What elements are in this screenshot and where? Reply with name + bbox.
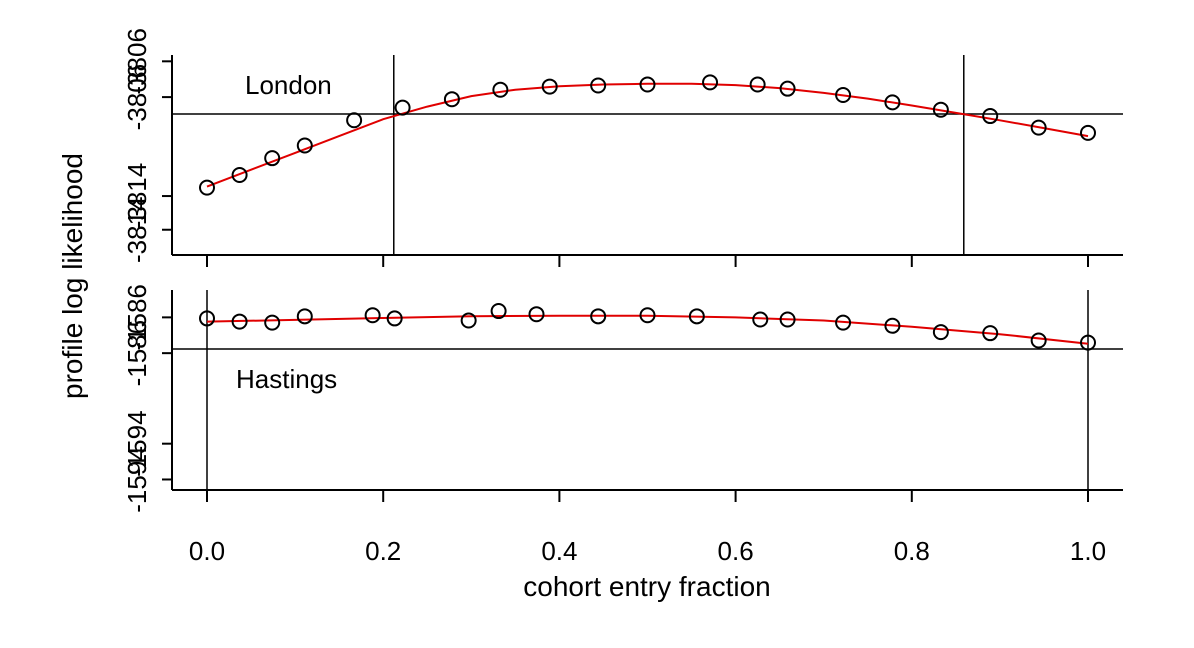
x-axis: 0.0 0.2 0.4 0.6 0.8 1.0: [189, 255, 1106, 566]
x-tick-label: 0.2: [365, 536, 401, 566]
panel-label: Hastings: [236, 364, 337, 394]
data-point: [541, 78, 558, 95]
data-point: [264, 150, 281, 167]
y-axis-title: profile log likelihood: [57, 153, 88, 399]
data-point: [199, 310, 215, 327]
data-point: [231, 313, 248, 330]
y-tick-label: -3806: [122, 64, 152, 130]
x-tick-label: 0.8: [894, 536, 930, 566]
x-tick-label: 1.0: [1070, 536, 1106, 566]
data-point: [779, 80, 796, 97]
y-tick-label: -3806: [122, 28, 152, 95]
x-axis-title: cohort entry fraction: [523, 571, 770, 602]
data-point: [460, 312, 477, 329]
data-point: [639, 76, 656, 93]
data-point: [932, 324, 949, 341]
data-point: [199, 179, 215, 196]
data-point: [490, 303, 507, 320]
data-point: [443, 91, 460, 108]
data-point: [364, 307, 381, 324]
data-point: [932, 101, 949, 118]
panel-label: London: [245, 70, 332, 100]
data-point: [1080, 124, 1096, 141]
data-point: [884, 94, 901, 111]
x-tick-label: 0.0: [189, 536, 225, 566]
fit-curve: [206, 314, 1089, 345]
data-point: [835, 314, 852, 331]
data-point: [982, 108, 999, 125]
data-point: [296, 137, 313, 154]
data-point: [749, 76, 766, 93]
x-tick-label: 0.4: [541, 536, 577, 566]
data-point: [1080, 334, 1096, 351]
data-point: [884, 317, 901, 334]
panel-hastings: -1586-1586 -1594-1594 Hastings: [122, 284, 1123, 513]
data-point: [752, 311, 769, 328]
data-point: [394, 99, 411, 116]
panel-london: -3806-3806 -3814-3814 London: [122, 28, 1123, 263]
data-point: [590, 308, 607, 325]
y-tick-label: -1586: [122, 320, 152, 387]
fit-curve: [206, 82, 1089, 188]
x-tick-label: 0.6: [718, 536, 754, 566]
data-point: [528, 306, 545, 323]
data-point: [1030, 332, 1047, 349]
data-point: [779, 311, 796, 328]
data-point: [386, 310, 403, 327]
data-point: [264, 314, 281, 331]
data-point: [296, 308, 313, 325]
y-tick-label: -1594: [122, 410, 152, 477]
data-point: [688, 308, 705, 325]
data-point: [702, 74, 719, 91]
y-tick-label: -1594: [122, 446, 152, 513]
data-point: [1030, 119, 1047, 136]
data-point: [982, 325, 999, 342]
data-point: [835, 87, 852, 103]
data-point: [346, 112, 363, 129]
data-point: [590, 77, 607, 94]
y-tick-label: -3814: [122, 163, 152, 230]
y-tick-label: -3814: [122, 196, 152, 263]
data-point: [231, 167, 248, 183]
data-point: [639, 307, 656, 324]
y-tick-label: -1586: [122, 284, 152, 351]
panels: -3806-3806 -3814-3814 London -1586-1586 -159…: [122, 28, 1123, 513]
data-point: [492, 81, 509, 98]
